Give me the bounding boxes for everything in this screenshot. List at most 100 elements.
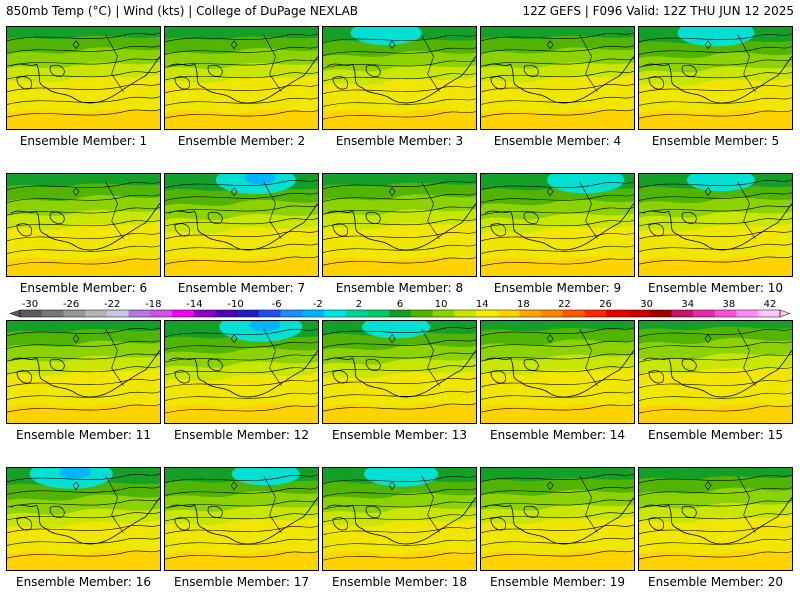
colorbar-tick-label: -6 bbox=[272, 299, 282, 310]
ensemble-member-panel: Ensemble Member: 4 bbox=[480, 26, 635, 148]
colorbar-swatch bbox=[758, 310, 781, 317]
colorbar-swatch bbox=[85, 310, 108, 317]
ensemble-member-caption: Ensemble Member: 8 bbox=[335, 281, 464, 295]
temperature-map bbox=[322, 467, 477, 571]
colorbar-swatch bbox=[476, 310, 499, 317]
temperature-map bbox=[322, 320, 477, 424]
ensemble-member-panel: Ensemble Member: 13 bbox=[322, 320, 477, 442]
colorbar-tick-label: 18 bbox=[517, 299, 530, 310]
ensemble-member-caption: Ensemble Member: 20 bbox=[648, 575, 783, 589]
colorbar-swatch bbox=[410, 310, 433, 317]
colorbar-tick-label: 38 bbox=[723, 299, 736, 310]
colorbar-swatch bbox=[736, 310, 759, 317]
colorbar-swatch bbox=[63, 310, 86, 317]
temperature-map bbox=[6, 320, 161, 424]
colorbar-swatch bbox=[562, 310, 585, 317]
colorbar-tick-label: -18 bbox=[145, 299, 161, 310]
colorbar-swatch bbox=[367, 310, 390, 317]
colorbar-swatch bbox=[519, 310, 542, 317]
ensemble-member-caption: Ensemble Member: 10 bbox=[648, 281, 783, 295]
temperature-map bbox=[638, 173, 793, 277]
colorbar-swatch bbox=[302, 310, 325, 317]
temperature-map bbox=[480, 26, 635, 130]
temperature-map bbox=[480, 173, 635, 277]
temperature-map bbox=[6, 26, 161, 130]
ensemble-member-panel: Ensemble Member: 6 bbox=[6, 173, 161, 295]
ensemble-member-caption: Ensemble Member: 13 bbox=[332, 428, 467, 442]
colorbar-swatch bbox=[280, 310, 303, 317]
colorbar-tick-label: 26 bbox=[599, 299, 612, 310]
ensemble-member-caption: Ensemble Member: 7 bbox=[177, 281, 306, 295]
colorbar-tick-label: -2 bbox=[313, 299, 323, 310]
colorbar-swatch bbox=[497, 310, 520, 317]
colorbar-swatch bbox=[389, 310, 412, 317]
colorbar-swatch bbox=[41, 310, 64, 317]
ensemble-member-caption: Ensemble Member: 12 bbox=[174, 428, 309, 442]
colorbar-tick-label: -14 bbox=[186, 299, 202, 310]
colorbar-swatch bbox=[324, 310, 347, 317]
temperature-map bbox=[638, 467, 793, 571]
colorbar-swatch bbox=[606, 310, 629, 317]
ensemble-member-panel: Ensemble Member: 11 bbox=[6, 320, 161, 442]
panel-row: Ensemble Member: 11 Ensemble Member: 12 En… bbox=[6, 320, 794, 442]
colorbar-swatch bbox=[671, 310, 694, 317]
temperature-map bbox=[164, 173, 319, 277]
colorbar-swatch bbox=[237, 310, 260, 317]
panel-row: Ensemble Member: 1 Ensemble Member: 2 Ense… bbox=[6, 26, 794, 148]
colorbar-swatch bbox=[432, 310, 455, 317]
ensemble-member-panel: Ensemble Member: 3 bbox=[322, 26, 477, 148]
colorbar-swatch bbox=[541, 310, 564, 317]
ensemble-member-panel: Ensemble Member: 16 bbox=[6, 467, 161, 589]
colorbar-tick-label: -22 bbox=[104, 299, 120, 310]
ensemble-member-panel: Ensemble Member: 2 bbox=[164, 26, 319, 148]
temperature-map bbox=[322, 26, 477, 130]
colorbar-tick-label: 22 bbox=[558, 299, 571, 310]
colorbar-tick-label: 2 bbox=[356, 299, 362, 310]
colorbar-swatch bbox=[258, 310, 281, 317]
ensemble-member-caption: Ensemble Member: 18 bbox=[332, 575, 467, 589]
ensemble-member-caption: Ensemble Member: 3 bbox=[335, 134, 464, 148]
colorbar-swatch bbox=[714, 310, 737, 317]
temperature-colorbar: -30 -26 -22 -18 -14 -10 -6 -2 2 6 10 14 18 22 26 30 34 38… bbox=[9, 299, 791, 318]
colorbar-swatch bbox=[693, 310, 716, 317]
colorbar-swatch bbox=[172, 310, 195, 317]
colorbar-swatch bbox=[345, 310, 368, 317]
colorbar-swatch bbox=[649, 310, 672, 317]
colorbar-tick-label: 30 bbox=[640, 299, 653, 310]
ensemble-member-caption: Ensemble Member: 6 bbox=[19, 281, 148, 295]
ensemble-member-panel: Ensemble Member: 12 bbox=[164, 320, 319, 442]
colorbar-swatch bbox=[193, 310, 216, 317]
panel-row: Ensemble Member: 16 Ensemble Member: 17 En… bbox=[6, 467, 794, 589]
temperature-map bbox=[638, 320, 793, 424]
ensemble-member-panel: Ensemble Member: 20 bbox=[638, 467, 793, 589]
ensemble-member-panel: Ensemble Member: 7 bbox=[164, 173, 319, 295]
chart-title: 850mb Temp (°C) | Wind (kts) | College o… bbox=[6, 4, 359, 18]
temperature-map bbox=[322, 173, 477, 277]
ensemble-member-caption: Ensemble Member: 1 bbox=[19, 134, 148, 148]
colorbar-right-arrow bbox=[779, 309, 791, 318]
colorbar-tick-label: -30 bbox=[22, 299, 38, 310]
colorbar-swatch bbox=[106, 310, 129, 317]
colorbar-swatch bbox=[454, 310, 477, 317]
colorbar-tick-label: 6 bbox=[397, 299, 403, 310]
colorbar-tick-label: 10 bbox=[435, 299, 448, 310]
ensemble-member-panel: Ensemble Member: 19 bbox=[480, 467, 635, 589]
ensemble-member-panel: Ensemble Member: 17 bbox=[164, 467, 319, 589]
ensemble-member-caption: Ensemble Member: 17 bbox=[174, 575, 309, 589]
ensemble-member-caption: Ensemble Member: 11 bbox=[16, 428, 151, 442]
ensemble-member-caption: Ensemble Member: 2 bbox=[177, 134, 306, 148]
temperature-map bbox=[164, 320, 319, 424]
temperature-map bbox=[164, 467, 319, 571]
ensemble-member-caption: Ensemble Member: 5 bbox=[651, 134, 780, 148]
ensemble-member-panel: Ensemble Member: 8 bbox=[322, 173, 477, 295]
colorbar-tick-label: 42 bbox=[764, 299, 777, 310]
ensemble-member-panel: Ensemble Member: 9 bbox=[480, 173, 635, 295]
temperature-map bbox=[164, 26, 319, 130]
ensemble-member-caption: Ensemble Member: 16 bbox=[16, 575, 151, 589]
colorbar-tick-label: 14 bbox=[476, 299, 489, 310]
colorbar-swatch bbox=[128, 310, 151, 317]
ensemble-member-panel: Ensemble Member: 15 bbox=[638, 320, 793, 442]
panel-row: Ensemble Member: 6 Ensemble Member: 7 Ense… bbox=[6, 173, 794, 295]
colorbar-left-arrow bbox=[9, 309, 21, 318]
temperature-map bbox=[6, 467, 161, 571]
